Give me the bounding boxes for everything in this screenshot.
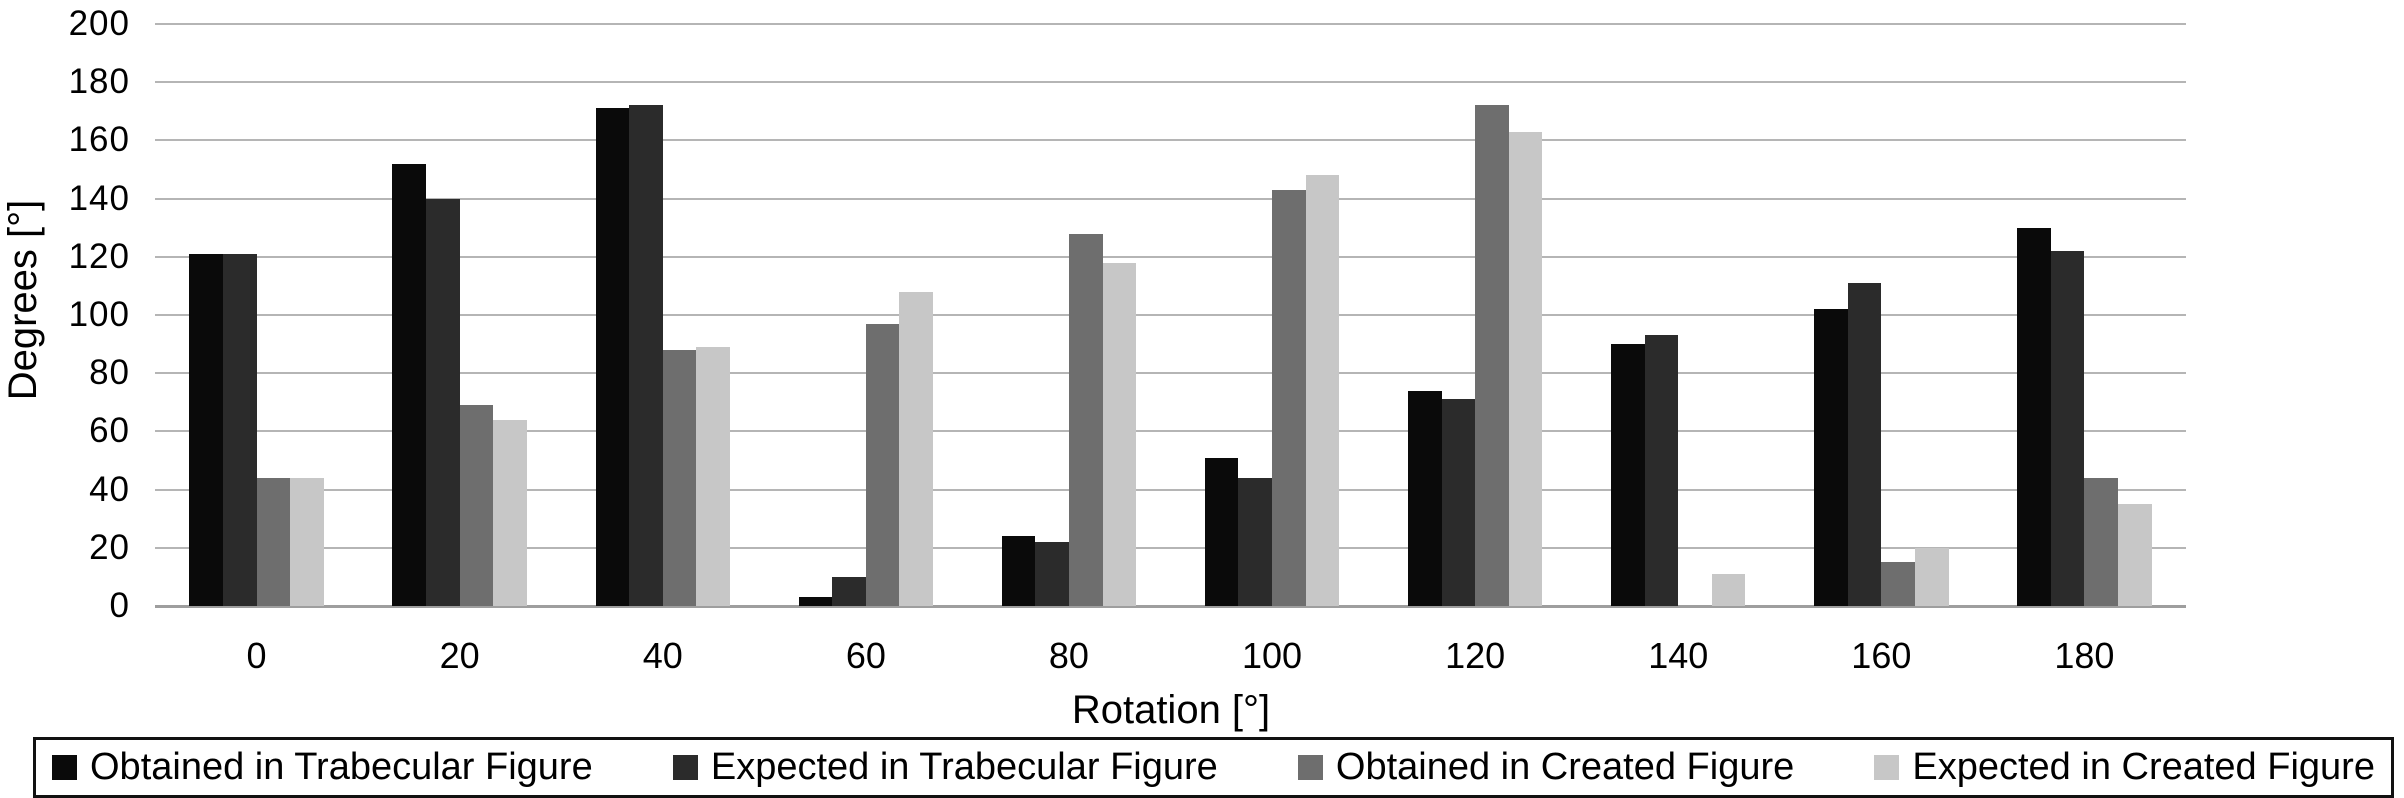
y-tick-label: 140	[68, 178, 130, 218]
y-tick-label: 200	[68, 4, 130, 43]
bar-obtained-in-trabecular-figure-x80	[1001, 536, 1036, 606]
x-tick-label: 120	[1445, 635, 1506, 676]
bar-obtained-in-trabecular-figure-x180	[2017, 227, 2051, 606]
bar-obtained-in-created-figure-x120	[1475, 105, 1509, 606]
bar-expected-in-created-figure-x100	[1305, 175, 1340, 606]
bar-obtained-in-created-figure-x40	[662, 349, 697, 606]
bar-obtained-in-trabecular-figure-x0	[189, 253, 223, 606]
legend-item: Expected in Trabecular Figure	[672, 746, 1218, 789]
bar-expected-in-created-figure-x180	[2118, 504, 2152, 606]
bar-obtained-in-created-figure-x0	[256, 477, 291, 606]
gridline	[155, 488, 2186, 491]
legend-swatch-icon	[1874, 755, 1900, 780]
gridline	[155, 81, 2186, 84]
y-tick-label: 80	[89, 353, 130, 393]
legend: Obtained in Trabecular Figure Expected in…	[33, 737, 2394, 798]
bar-expected-in-trabecular-figure-x180	[2050, 250, 2085, 606]
x-tick-label: 40	[642, 635, 683, 676]
bar-obtained-in-trabecular-figure-x20	[392, 163, 427, 606]
bar-obtained-in-created-figure-x60	[865, 323, 900, 606]
legend-swatch-icon	[672, 755, 698, 780]
bar-obtained-in-created-figure-x180	[2084, 477, 2119, 606]
gridline	[155, 314, 2186, 316]
y-tick-label: 120	[68, 236, 130, 276]
bar-expected-in-trabecular-figure-x0	[222, 253, 257, 606]
y-tick-label: 180	[68, 62, 130, 102]
gridline	[155, 372, 2186, 375]
x-tick-label: 0	[246, 635, 267, 676]
x-axis-line	[155, 605, 2186, 608]
bar-obtained-in-trabecular-figure-x160	[1814, 309, 1848, 606]
bar-obtained-in-created-figure-x100	[1272, 189, 1306, 606]
bar-expected-in-created-figure-x160	[1914, 547, 1949, 606]
x-tick-label: 160	[1851, 635, 1912, 676]
bar-expected-in-trabecular-figure-x100	[1238, 477, 1273, 606]
y-tick-label: 160	[68, 120, 130, 160]
bar-expected-in-trabecular-figure-x140	[1644, 335, 1679, 606]
legend-swatch-icon	[52, 755, 77, 780]
bar-expected-in-created-figure-x140	[1711, 573, 1746, 606]
y-tick-label: 0	[109, 586, 130, 625]
bar-expected-in-created-figure-x80	[1102, 262, 1137, 606]
bar-obtained-in-trabecular-figure-x100	[1204, 457, 1239, 606]
gridline	[155, 139, 2186, 142]
x-tick-label: 140	[1648, 635, 1709, 676]
x-tick-label: 60	[845, 635, 886, 676]
bar-expected-in-trabecular-figure-x60	[832, 576, 866, 606]
legend-item: Obtained in Created Figure	[1297, 746, 1795, 789]
legend-label: Obtained in Created Figure	[1335, 746, 1795, 788]
x-tick-label: 20	[439, 635, 480, 676]
y-tick-label: 40	[89, 469, 130, 509]
x-tick-label: 80	[1048, 635, 1089, 676]
bar-obtained-in-created-figure-x160	[1881, 562, 1915, 606]
bar-expected-in-trabecular-figure-x40	[629, 105, 663, 606]
gridline	[155, 23, 2186, 25]
x-tick-label: 180	[2054, 635, 2115, 676]
bar-obtained-in-trabecular-figure-x120	[1407, 390, 1442, 606]
bar-obtained-in-created-figure-x80	[1068, 233, 1103, 606]
bar-expected-in-created-figure-x60	[899, 291, 934, 606]
y-tick-label: 100	[68, 295, 130, 334]
legend-item: Obtained in Trabecular Figure	[52, 746, 593, 789]
bar-obtained-in-trabecular-figure-x140	[1611, 344, 1645, 606]
legend-label: Expected in Created Figure	[1912, 746, 2375, 788]
gridline	[155, 430, 2186, 433]
gridline	[155, 197, 2186, 200]
x-tick-label: 100	[1242, 635, 1303, 676]
y-tick-label: 20	[89, 527, 130, 567]
legend-label: Obtained in Trabecular Figure	[90, 746, 593, 788]
legend-label: Expected in Trabecular Figure	[710, 746, 1218, 788]
legend-item: Expected in Created Figure	[1874, 746, 2375, 789]
bar-expected-in-trabecular-figure-x160	[1847, 282, 1882, 606]
bar-obtained-in-trabecular-figure-x60	[798, 597, 833, 606]
bar-expected-in-created-figure-x0	[290, 477, 324, 606]
bar-obtained-in-created-figure-x20	[459, 405, 494, 606]
bar-expected-in-trabecular-figure-x80	[1035, 541, 1069, 606]
bar-expected-in-trabecular-figure-x120	[1441, 399, 1476, 606]
gridline	[155, 255, 2186, 258]
legend-swatch-icon	[1297, 755, 1323, 780]
bar-obtained-in-trabecular-figure-x40	[595, 108, 630, 606]
x-axis-title: Rotation [°]	[1071, 688, 1271, 732]
bar-expected-in-created-figure-x20	[493, 419, 527, 606]
bar-expected-in-created-figure-x40	[696, 347, 730, 606]
gridline	[155, 546, 2186, 549]
y-tick-label: 60	[89, 411, 130, 451]
bar-expected-in-trabecular-figure-x20	[426, 198, 460, 606]
bar-expected-in-created-figure-x120	[1508, 131, 1543, 606]
